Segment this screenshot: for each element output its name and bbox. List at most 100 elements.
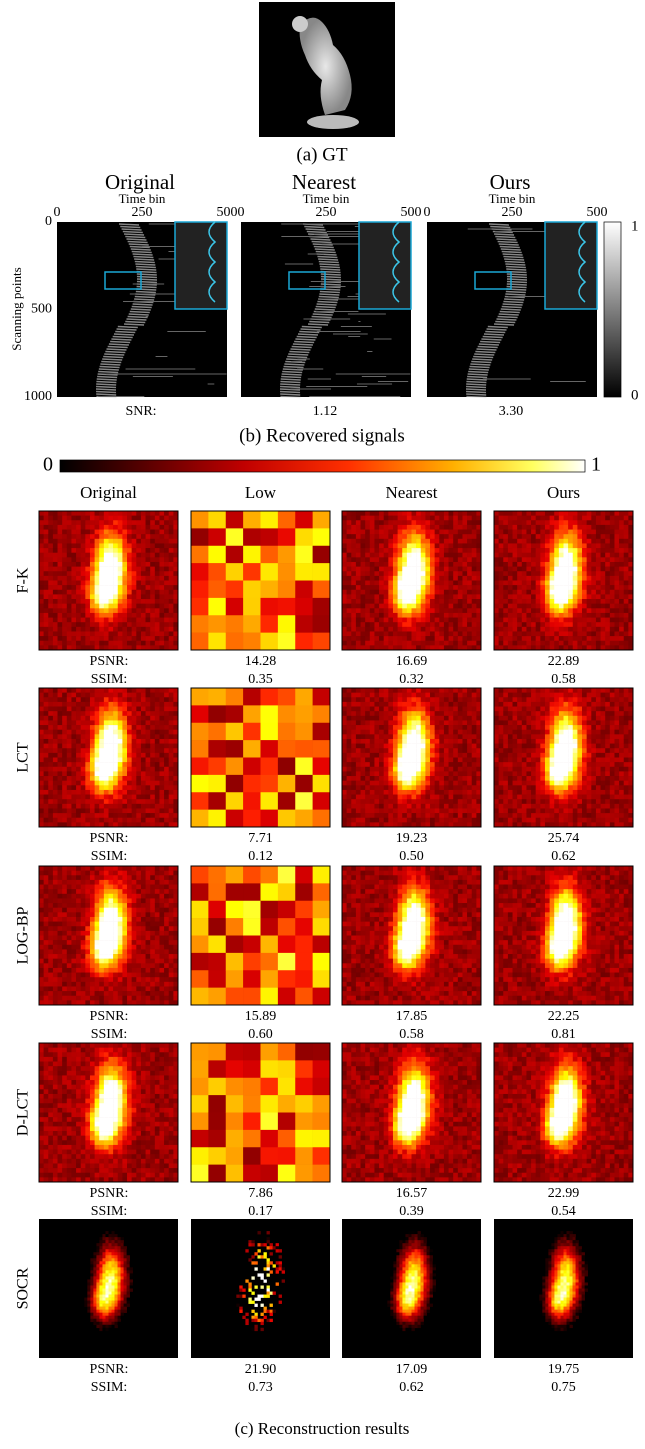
pixel bbox=[85, 702, 90, 707]
pixel bbox=[393, 744, 398, 749]
pixel bbox=[435, 734, 440, 739]
pixel bbox=[104, 693, 109, 698]
pixel bbox=[388, 790, 393, 795]
pixel bbox=[76, 795, 81, 800]
pixel bbox=[472, 627, 477, 632]
pixel bbox=[342, 530, 347, 535]
pixel bbox=[58, 636, 63, 641]
pixel bbox=[494, 636, 499, 641]
pixel bbox=[169, 748, 174, 753]
pixel bbox=[67, 599, 72, 604]
pixel bbox=[122, 576, 127, 581]
pixel bbox=[365, 581, 370, 586]
pixel bbox=[136, 730, 141, 735]
pixel bbox=[39, 631, 44, 636]
pixel bbox=[146, 781, 151, 786]
pixel bbox=[610, 543, 615, 548]
pixel bbox=[53, 641, 58, 646]
signal-stroke bbox=[483, 337, 503, 338]
pixel bbox=[361, 516, 366, 521]
pixel bbox=[351, 753, 356, 758]
pixel bbox=[85, 516, 90, 521]
pixel bbox=[109, 795, 114, 800]
pixel bbox=[402, 520, 407, 525]
pixel bbox=[379, 516, 384, 521]
colorbar-label: 1 bbox=[631, 218, 639, 234]
pixel bbox=[472, 730, 477, 735]
pixel bbox=[402, 767, 407, 772]
pixel bbox=[351, 608, 356, 613]
pixel bbox=[356, 604, 361, 609]
pixel bbox=[58, 604, 63, 609]
pixel bbox=[67, 543, 72, 548]
pixel bbox=[295, 810, 313, 828]
pixel bbox=[95, 585, 100, 590]
pixel bbox=[81, 516, 86, 521]
pixel bbox=[361, 702, 366, 707]
pixel bbox=[407, 511, 412, 516]
pixel bbox=[146, 804, 151, 809]
pixel bbox=[104, 553, 109, 558]
pixel bbox=[39, 571, 44, 576]
pixel bbox=[118, 804, 123, 809]
pixel bbox=[39, 576, 44, 581]
pixel bbox=[146, 758, 151, 763]
pixel bbox=[71, 627, 76, 632]
pixel bbox=[313, 528, 331, 546]
pixel bbox=[99, 520, 104, 525]
pixel bbox=[361, 758, 366, 763]
pixel bbox=[568, 567, 573, 572]
pixel bbox=[90, 734, 95, 739]
pixel bbox=[361, 697, 366, 702]
pixel bbox=[67, 702, 72, 707]
pixel bbox=[76, 813, 81, 818]
pixel bbox=[95, 720, 100, 725]
pixel bbox=[513, 530, 518, 535]
pixel bbox=[407, 534, 412, 539]
pixel bbox=[99, 608, 104, 613]
pixel bbox=[58, 530, 63, 535]
pixel bbox=[76, 767, 81, 772]
pixel bbox=[554, 557, 559, 562]
pixel bbox=[421, 599, 426, 604]
pixel bbox=[48, 539, 53, 544]
pixel bbox=[370, 702, 375, 707]
pixel bbox=[458, 795, 463, 800]
pixel bbox=[577, 543, 582, 548]
pixel bbox=[347, 604, 352, 609]
pixel bbox=[44, 711, 49, 716]
pixel bbox=[508, 576, 513, 581]
pixel bbox=[150, 525, 155, 530]
pixel bbox=[614, 525, 619, 530]
pixel bbox=[398, 771, 403, 776]
pixel bbox=[412, 739, 417, 744]
pixel bbox=[416, 795, 421, 800]
pixel bbox=[540, 594, 545, 599]
pixel bbox=[393, 543, 398, 548]
pixel bbox=[379, 799, 384, 804]
pixel bbox=[146, 716, 151, 721]
pixel bbox=[95, 594, 100, 599]
pixel bbox=[164, 748, 169, 753]
pixel bbox=[472, 716, 477, 721]
pixel bbox=[365, 776, 370, 781]
pixel bbox=[435, 813, 440, 818]
pixel bbox=[370, 567, 375, 572]
pixel bbox=[624, 631, 629, 636]
pixel bbox=[370, 799, 375, 804]
pixel bbox=[113, 543, 118, 548]
pixel bbox=[146, 808, 151, 813]
pixel bbox=[58, 776, 63, 781]
pixel bbox=[619, 604, 624, 609]
pixel bbox=[379, 562, 384, 567]
pixel bbox=[99, 636, 104, 641]
pixel bbox=[513, 548, 518, 553]
pixel bbox=[67, 520, 72, 525]
pixel bbox=[85, 790, 90, 795]
pixel bbox=[132, 702, 137, 707]
pixel bbox=[39, 758, 44, 763]
pixel bbox=[342, 734, 347, 739]
pixel bbox=[159, 627, 164, 632]
pixel bbox=[81, 539, 86, 544]
pixel bbox=[39, 543, 44, 548]
